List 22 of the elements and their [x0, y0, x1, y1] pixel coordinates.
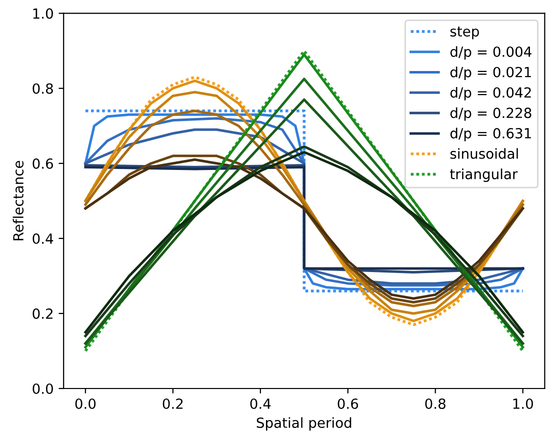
x-tick-label: 0.8: [425, 398, 446, 409]
x-tick-label: 0.0: [75, 398, 96, 409]
y-tick-label: 0.0: [32, 383, 53, 394]
legend-label: d/p = 0.004: [450, 46, 532, 60]
legend-label: sinusoidal: [450, 148, 518, 159]
legend-label: d/p = 0.042: [450, 86, 531, 100]
legend-label: step: [450, 26, 479, 40]
y-tick-label: 0.6: [32, 158, 53, 169]
x-tick-label: 0.2: [162, 398, 183, 409]
x-tick-label: 1.0: [513, 398, 533, 409]
y-tick-label: 0.4: [32, 233, 54, 244]
legend-label: d/p = 0.228: [450, 107, 532, 121]
legend-label: d/p = 0.021: [450, 66, 531, 80]
x-axis-title: Spatial period: [256, 417, 352, 431]
y-axis-title: Reflectance: [12, 160, 24, 240]
legend-label: triangular: [450, 168, 518, 182]
y-tick-label: 0.2: [32, 308, 52, 319]
legend-label: d/p = 0.631: [450, 128, 531, 142]
x-tick-label: 0.6: [338, 398, 358, 409]
y-tick-label: 0.8: [32, 83, 53, 94]
y-tick-label: 1.0: [33, 8, 53, 19]
x-tick-label: 0.4: [250, 398, 271, 409]
